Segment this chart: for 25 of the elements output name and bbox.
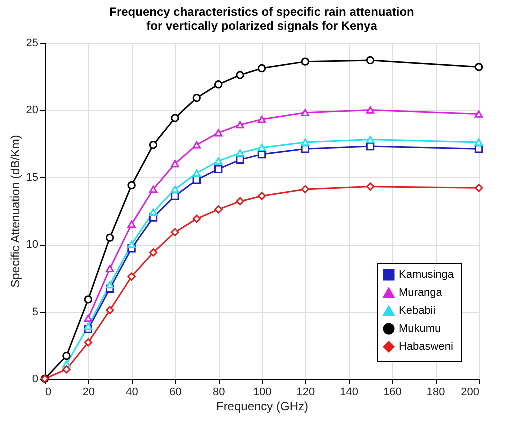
x-tick-label: 200	[461, 386, 480, 398]
y-tick-label: 0	[32, 374, 38, 386]
x-tick-label: 100	[253, 386, 272, 398]
x-axis-title: Frequency (GHz)	[216, 400, 309, 414]
legend-label: Muranga	[399, 287, 444, 299]
x-tick-label: 140	[340, 386, 358, 398]
y-tick-label: 25	[26, 38, 38, 50]
x-tick-label: 80	[212, 386, 226, 398]
chart-title: Frequency characteristics of specific rain attenuation for vertically polarized signals for Kenya	[110, 5, 414, 33]
y-tick-label: 20	[26, 104, 38, 117]
legend-label: Mukumu	[399, 323, 442, 335]
x-tick-label: 180	[426, 386, 446, 398]
legend-label: Kebabii	[399, 305, 436, 317]
x-tick-label: 120	[296, 386, 316, 398]
x-tick-label: 0	[46, 386, 52, 398]
x-tick-label: 40	[126, 386, 138, 398]
y-tick-label: 10	[26, 239, 38, 252]
legend-label: Habasweni	[399, 341, 454, 353]
x-tick-label: 20	[82, 386, 96, 398]
x-tick-label: 60	[170, 386, 182, 398]
legend-label: Kamusinga	[399, 269, 455, 281]
y-tick-label: 5	[32, 306, 38, 318]
y-axis-title: Specific Attenuation (dB/Km)	[8, 135, 22, 288]
y-tick-label: 15	[26, 172, 38, 184]
x-tick-label: 160	[384, 386, 402, 398]
